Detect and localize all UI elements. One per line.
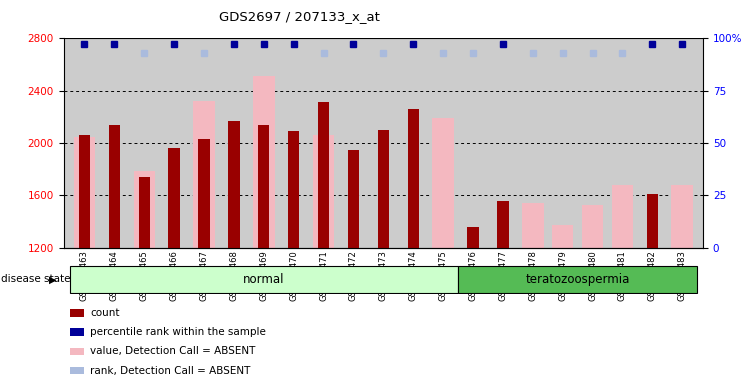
Bar xyxy=(228,121,239,248)
Bar xyxy=(70,348,84,355)
Bar xyxy=(318,103,329,248)
Text: teratozoospermia: teratozoospermia xyxy=(525,273,630,286)
Text: percentile rank within the sample: percentile rank within the sample xyxy=(91,327,266,337)
Bar xyxy=(313,135,334,248)
Bar xyxy=(552,225,574,248)
Bar xyxy=(108,125,120,248)
Bar xyxy=(70,367,84,374)
Bar xyxy=(497,200,509,248)
Bar xyxy=(253,76,275,248)
Bar xyxy=(378,130,389,248)
Bar xyxy=(612,185,634,248)
Bar xyxy=(70,309,84,317)
Bar xyxy=(432,118,454,248)
Bar xyxy=(74,136,95,248)
Text: rank, Detection Call = ABSENT: rank, Detection Call = ABSENT xyxy=(91,366,251,376)
Text: GDS2697 / 207133_x_at: GDS2697 / 207133_x_at xyxy=(218,10,380,23)
Bar xyxy=(672,185,693,248)
Text: normal: normal xyxy=(243,273,284,286)
Bar xyxy=(522,203,544,248)
Bar xyxy=(582,205,604,248)
Bar xyxy=(79,135,91,248)
FancyBboxPatch shape xyxy=(70,266,458,293)
Bar xyxy=(646,194,658,248)
Bar xyxy=(288,131,299,248)
Bar xyxy=(198,139,209,248)
Bar xyxy=(468,227,479,248)
Text: value, Detection Call = ABSENT: value, Detection Call = ABSENT xyxy=(91,346,256,356)
Bar xyxy=(408,109,419,248)
Text: count: count xyxy=(91,308,120,318)
Bar xyxy=(70,328,84,336)
Bar xyxy=(168,148,180,248)
Bar xyxy=(193,101,215,248)
Bar xyxy=(348,150,359,248)
Bar xyxy=(133,170,155,248)
Text: ▶: ▶ xyxy=(49,274,56,285)
Bar xyxy=(138,177,150,248)
FancyBboxPatch shape xyxy=(458,266,697,293)
Text: disease state: disease state xyxy=(1,274,71,285)
Bar xyxy=(258,125,269,248)
